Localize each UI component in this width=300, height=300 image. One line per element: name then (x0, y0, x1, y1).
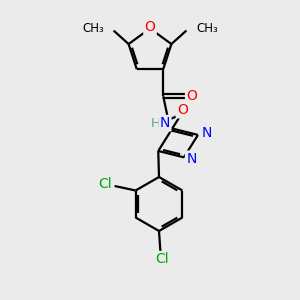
Text: O: O (177, 103, 188, 117)
Text: CH₃: CH₃ (196, 22, 218, 35)
Text: N: N (160, 116, 170, 130)
Text: H: H (151, 117, 161, 130)
Text: O: O (145, 20, 155, 34)
Text: Cl: Cl (155, 252, 169, 266)
Text: N: N (201, 125, 212, 140)
Text: N: N (186, 152, 197, 166)
Text: O: O (186, 89, 197, 103)
Text: Cl: Cl (98, 178, 112, 191)
Text: CH₃: CH₃ (82, 22, 104, 35)
